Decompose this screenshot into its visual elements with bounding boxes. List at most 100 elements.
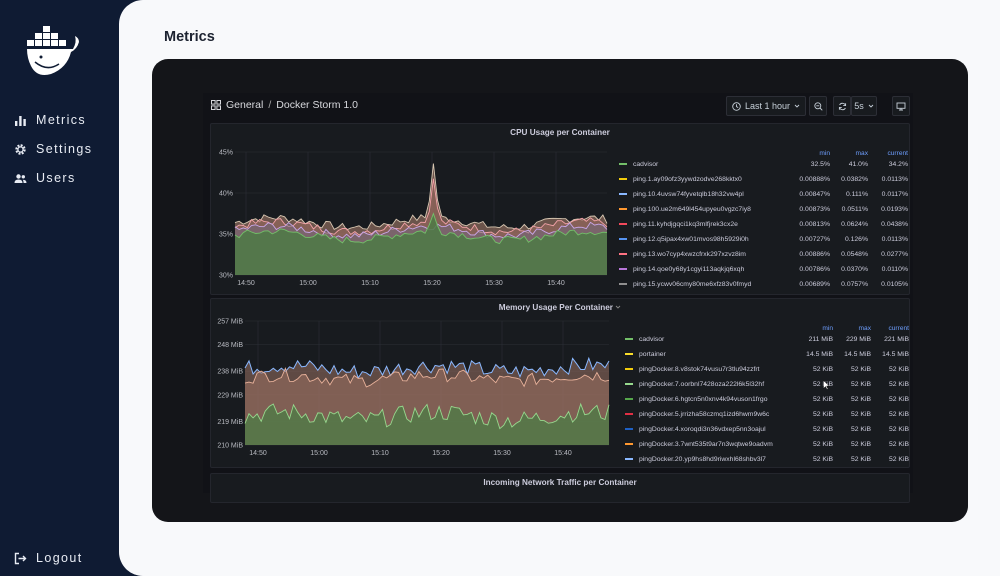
legend-value-current: 52 KiB <box>888 455 909 463</box>
legend-swatch <box>619 268 627 270</box>
legend-header-min[interactable]: min <box>822 325 833 332</box>
legend-row[interactable]: pingDocker.7.oorbnl7428oza222l6k5l32hf 52… <box>625 377 909 391</box>
zoom-out-icon <box>813 101 823 111</box>
legend-swatch <box>625 443 633 445</box>
legend-swatch <box>625 458 633 460</box>
legend-swatch <box>619 163 627 165</box>
tv-mode-button[interactable] <box>892 96 910 116</box>
legend-swatch <box>625 383 633 385</box>
legend-row[interactable]: ping.12.q5ipax4xw01mvos98h5929i0h 0.00727… <box>619 232 909 246</box>
legend-series-name: pingDocker.8.v8stok74vusu7r3tlu94zzfrt <box>639 365 760 373</box>
legend-row[interactable]: cadvisor 32.5% 41.0% 34.2% <box>619 157 909 171</box>
legend-value-min: 0.00886% <box>799 250 830 258</box>
memory-usage-chart[interactable]: 257 MiB 248 MiB 238 MiB 229 MiB 219 MiB 210 M… <box>211 299 910 468</box>
refresh-button[interactable] <box>833 96 851 116</box>
refresh-interval-label: 5s <box>854 101 864 111</box>
legend-value-current: 0.0113% <box>881 235 908 243</box>
legend-value-current: 52 KiB <box>888 410 909 418</box>
legend-row[interactable]: cadvisor 211 MiB 229 MiB 221 MiB <box>625 332 909 346</box>
page-title: Metrics <box>164 29 215 45</box>
legend-value-min: 0.00813% <box>799 220 830 228</box>
legend-row[interactable]: pingDocker.4.xoroqdi3n36vdxep5nn3oajul 52… <box>625 422 909 436</box>
mouse-cursor-icon <box>823 380 830 390</box>
dashboard-grid-icon <box>211 100 221 110</box>
cpu-usage-chart[interactable]: 45% 40% 35% 30% 14:50 15:00 15:10 15:20 15:30 15:… <box>211 124 910 295</box>
y-tick-label: 248 MiB <box>217 342 243 349</box>
cpu-legend: min max current cadvisor 32.5% 41.0% 34.2% ping… <box>619 150 909 294</box>
legend-value-max: 52 KiB <box>850 380 871 388</box>
monitor-icon <box>896 102 906 110</box>
legend-swatch <box>625 428 633 430</box>
legend-value-current: 0.0105% <box>881 280 908 288</box>
legend-row[interactable]: portainer 14.5 MiB 14.5 MiB 14.5 MiB <box>625 347 909 361</box>
time-range-picker[interactable]: Last 1 hour <box>726 96 806 116</box>
sidebar-item-settings[interactable]: Settings <box>14 142 92 156</box>
refresh-interval-picker[interactable]: 5s <box>851 96 877 116</box>
series-area <box>235 213 607 275</box>
cpu-usage-panel[interactable]: CPU Usage per Container 45% 40% 35% 30% 14:5… <box>210 123 910 295</box>
legend-row[interactable]: ping.13.wo7cyp4xwzcfrxk297xzvz8im 0.00886… <box>619 247 909 261</box>
legend-value-current: 34.2% <box>888 160 908 168</box>
legend-value-current: 52 KiB <box>888 425 909 433</box>
sidebar-item-metrics[interactable]: Metrics <box>14 113 86 127</box>
network-traffic-panel[interactable]: Incoming Network Traffic per Container <box>210 473 910 503</box>
legend-swatch <box>619 193 627 195</box>
legend-value-min: 14.5 MiB <box>806 350 833 358</box>
legend-row[interactable]: ping.100.ue2m649l454upyeu0vgzc7iy8 0.0087… <box>619 202 909 216</box>
sidebar-item-users[interactable]: Users <box>14 171 76 185</box>
legend-series-name: ping.100.ue2m649l454upyeu0vgzc7iy8 <box>633 205 751 213</box>
legend-value-min: 0.00847% <box>799 190 830 198</box>
memory-usage-panel[interactable]: Memory Usage Per Container 257 MiB 248 Mi… <box>210 298 910 468</box>
legend-header-current[interactable]: current <box>888 325 909 332</box>
logout-button[interactable]: Logout <box>14 551 83 565</box>
legend-value-min: 52 KiB <box>812 365 833 373</box>
x-tick-label: 14:50 <box>237 280 255 287</box>
legend-value-max: 52 KiB <box>850 425 871 433</box>
refresh-icon <box>838 102 846 110</box>
legend-swatch <box>619 238 627 240</box>
breadcrumb-separator: / <box>268 99 272 111</box>
legend-series-name: portainer <box>639 350 666 358</box>
legend-row[interactable]: pingDocker.6.hgtcn5n0xnv4k94vuson1frgo 52… <box>625 392 909 406</box>
legend-row[interactable]: ping.1.ay09ofz3yywdzodve268kktx0 0.00888%… <box>619 172 909 186</box>
legend-swatch <box>625 368 633 370</box>
legend-row[interactable]: ping.15.ycwv06cmy80me6xfz83v0fmyd 0.00689… <box>619 277 909 291</box>
y-tick-label: 257 MiB <box>217 319 243 326</box>
legend-series-name: ping.15.ycwv06cmy80me6xfz83v0fmyd <box>633 280 752 288</box>
y-tick-label: 238 MiB <box>217 369 243 376</box>
legend-row[interactable]: pingDocker.3.7wnt535t9ar7n3wqtwe9oadvm 52… <box>625 437 909 451</box>
panel-title: Memory Usage Per Container <box>211 303 909 312</box>
legend-value-min: 52 KiB <box>812 455 833 463</box>
breadcrumb-dashboard[interactable]: Docker Storm 1.0 <box>276 99 358 111</box>
legend-row[interactable]: pingDocker.8.v8stok74vusu7r3tlu94zzfrt 52… <box>625 362 909 376</box>
legend-value-current: 0.0117% <box>881 190 908 198</box>
legend-value-current: 0.0110% <box>881 265 908 273</box>
sidebar-item-label: Settings <box>36 142 93 156</box>
legend-row[interactable]: ping.11.kyhdjgqci1kq3mlfjrek3cx2e 0.00813… <box>619 217 909 231</box>
logout-label: Logout <box>36 551 83 565</box>
legend-header-min[interactable]: min <box>819 150 830 157</box>
legend-value-min: 52 KiB <box>812 440 833 448</box>
legend-value-min: 0.00689% <box>799 280 830 288</box>
legend-value-max: 52 KiB <box>850 410 871 418</box>
legend-value-max: 0.126% <box>844 235 868 243</box>
users-icon <box>14 173 27 183</box>
zoom-out-button[interactable] <box>809 96 827 116</box>
legend-value-min: 0.00873% <box>799 205 830 213</box>
legend-header-max[interactable]: max <box>855 150 868 157</box>
legend-value-max: 52 KiB <box>850 455 871 463</box>
legend-header-current[interactable]: current <box>887 150 908 157</box>
y-tick-label: 40% <box>219 191 233 198</box>
legend-value-max: 229 MiB <box>846 335 871 343</box>
legend-row[interactable]: pingDocker.5.jrrizha58czmq1izd6hwm9w6c 52… <box>625 407 909 421</box>
legend-value-current: 52 KiB <box>888 440 909 448</box>
legend-swatch <box>619 178 627 180</box>
legend-value-max: 14.5 MiB <box>844 350 871 358</box>
x-tick-label: 15:40 <box>547 280 565 287</box>
legend-header-max[interactable]: max <box>858 325 871 332</box>
legend-row[interactable]: pingDocker.20.yp9hs8hd9riwxhl68shbv3l7 52… <box>625 452 909 466</box>
x-tick-label: 15:10 <box>371 450 389 457</box>
breadcrumb-folder[interactable]: General <box>226 99 264 111</box>
legend-row[interactable]: ping.10.4uvsw74fyvetqlb18h32vw4pl 0.00847… <box>619 187 909 201</box>
legend-row[interactable]: ping.14.qoe0y68y1cgyi113aqkjq6xqh 0.00786… <box>619 262 909 276</box>
